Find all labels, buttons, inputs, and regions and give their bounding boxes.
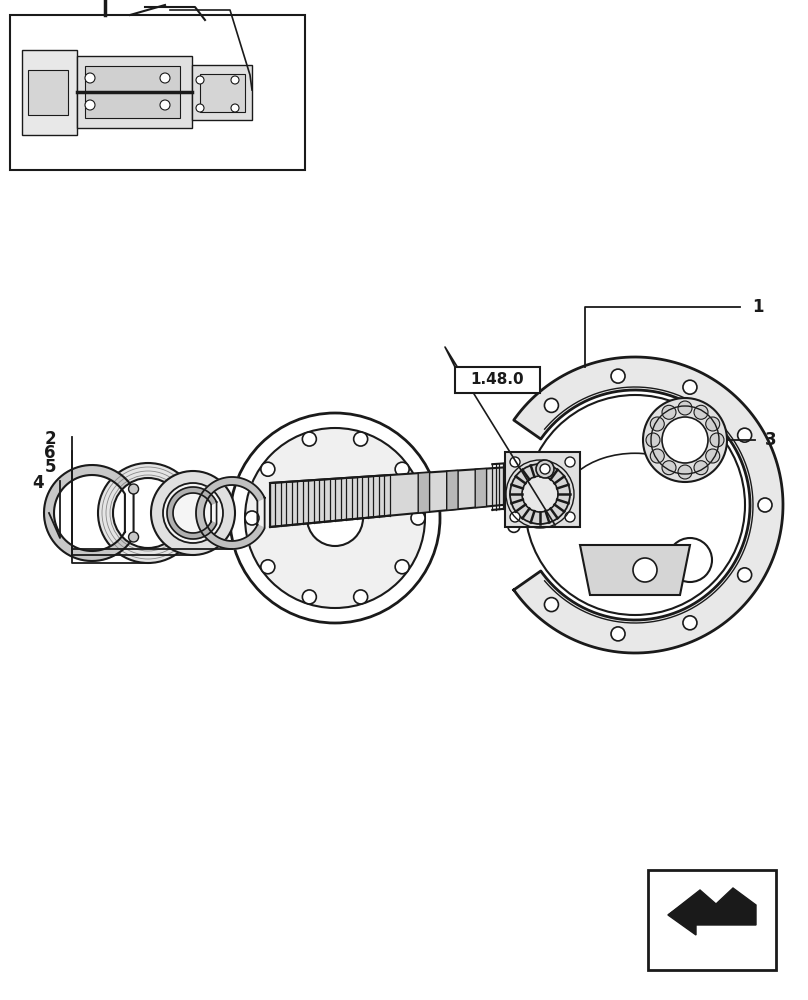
Bar [22, 50, 77, 135]
Polygon shape [475, 469, 486, 508]
Circle shape [678, 401, 692, 415]
Circle shape [565, 457, 575, 467]
Circle shape [510, 512, 520, 522]
Text: 1.48.0: 1.48.0 [471, 372, 524, 387]
Bar [10, 15, 305, 170]
Bar [85, 66, 180, 118]
Circle shape [650, 449, 664, 463]
Bar [505, 452, 580, 527]
Circle shape [231, 104, 239, 112]
Circle shape [662, 417, 708, 463]
Text: 3: 3 [765, 431, 776, 449]
Circle shape [643, 398, 727, 482]
Circle shape [522, 476, 558, 512]
Circle shape [245, 511, 259, 525]
Circle shape [395, 560, 409, 574]
Circle shape [611, 369, 625, 383]
Circle shape [196, 76, 204, 84]
Circle shape [705, 449, 720, 463]
Bar [648, 870, 776, 970]
Circle shape [128, 484, 138, 494]
Circle shape [261, 462, 275, 476]
Circle shape [710, 433, 724, 447]
Circle shape [705, 417, 720, 431]
Circle shape [738, 428, 751, 442]
Circle shape [662, 405, 676, 419]
Circle shape [231, 76, 239, 84]
Polygon shape [514, 357, 783, 653]
Circle shape [163, 483, 223, 543]
Circle shape [128, 532, 138, 542]
Polygon shape [580, 545, 690, 595]
Circle shape [395, 462, 409, 476]
Text: 2: 2 [44, 430, 56, 448]
Circle shape [565, 512, 575, 522]
Circle shape [611, 627, 625, 641]
Circle shape [160, 73, 170, 83]
Polygon shape [167, 487, 217, 539]
Circle shape [151, 471, 235, 555]
Bar [200, 74, 245, 112]
Circle shape [261, 560, 275, 574]
Text: 1: 1 [752, 298, 764, 316]
Polygon shape [44, 465, 133, 561]
Bar [28, 70, 68, 115]
Polygon shape [668, 895, 756, 935]
Polygon shape [668, 888, 756, 915]
Circle shape [738, 568, 751, 582]
Circle shape [758, 498, 772, 512]
Circle shape [508, 478, 520, 490]
Circle shape [85, 100, 95, 110]
Bar [455, 367, 540, 393]
Circle shape [525, 395, 745, 615]
Circle shape [545, 398, 558, 412]
Circle shape [85, 73, 95, 83]
Bar [77, 56, 192, 128]
Text: 5: 5 [44, 458, 56, 476]
Circle shape [510, 464, 570, 524]
Circle shape [160, 100, 170, 110]
Circle shape [694, 405, 708, 419]
Circle shape [354, 432, 368, 446]
Circle shape [662, 461, 676, 475]
Circle shape [536, 460, 554, 478]
Circle shape [683, 616, 697, 630]
Polygon shape [447, 470, 458, 510]
Circle shape [678, 465, 692, 479]
Circle shape [302, 432, 317, 446]
Polygon shape [196, 477, 265, 549]
Circle shape [354, 590, 368, 604]
Circle shape [683, 380, 697, 394]
Circle shape [411, 511, 425, 525]
Bar [192, 65, 252, 120]
Circle shape [230, 413, 440, 623]
Circle shape [694, 461, 708, 475]
Circle shape [545, 598, 558, 612]
Text: 4: 4 [32, 474, 44, 492]
Circle shape [302, 590, 317, 604]
Text: 6: 6 [44, 444, 56, 462]
Circle shape [98, 463, 198, 563]
Circle shape [245, 428, 425, 608]
Circle shape [510, 457, 520, 467]
Polygon shape [270, 464, 555, 527]
Polygon shape [419, 472, 430, 513]
Circle shape [650, 417, 664, 431]
Circle shape [646, 433, 660, 447]
Circle shape [540, 464, 550, 474]
Circle shape [196, 104, 204, 112]
Circle shape [508, 520, 520, 532]
Circle shape [668, 538, 712, 582]
Circle shape [113, 478, 183, 548]
Circle shape [633, 558, 657, 582]
Circle shape [307, 490, 363, 546]
